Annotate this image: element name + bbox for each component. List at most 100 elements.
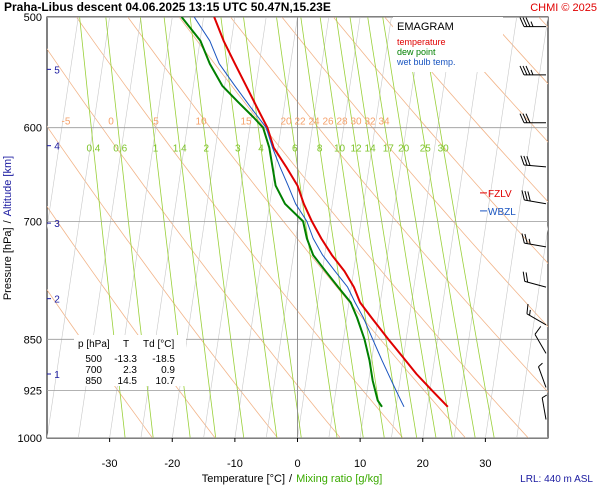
mixing-ratio-label: 20 <box>398 144 410 155</box>
wind-barb-feather <box>522 17 528 27</box>
altitude-tick-label: 4 <box>54 142 60 153</box>
mixing-ratio-label: 4 <box>258 144 264 155</box>
dry-adiabat-label: 5 <box>153 117 159 128</box>
y-axis-altitude: Altitude [km] <box>2 156 14 217</box>
wind-barb <box>534 326 547 354</box>
summary-row-2-p: 850 <box>85 376 102 387</box>
wind-barb-feather <box>525 113 531 123</box>
legend-background <box>393 17 503 72</box>
legend-title: EMAGRAM <box>397 21 454 33</box>
credit-text: CHMI © 2025 <box>530 2 597 14</box>
mixing-ratio-label: 3 <box>235 144 241 155</box>
wind-barb-half-feather <box>530 69 534 76</box>
x-axis-mixing: Mixing ratio [g/kg] <box>296 473 382 485</box>
altitude-tick-label: 5 <box>54 65 60 76</box>
summary-header-t: T <box>123 339 129 350</box>
temperature-tick-label: 10 <box>354 458 366 470</box>
wind-barb-staff <box>524 242 547 248</box>
wind-barb-staff <box>524 199 547 205</box>
wind-barb-half-feather <box>530 21 534 27</box>
temperature-tick-label: -10 <box>227 458 243 470</box>
wind-barb-half-feather <box>528 238 531 245</box>
wind-barb-half-feather <box>529 309 531 316</box>
wind-barb-staff <box>538 366 547 388</box>
dry-adiabat-label: -5 <box>62 117 71 128</box>
mixing-ratio-label: 30 <box>438 144 450 155</box>
temperature-tick-label: 20 <box>417 458 429 470</box>
mixing-ratio-line <box>163 17 217 438</box>
wind-barb-feather <box>520 155 525 166</box>
summary-row-1-p: 700 <box>85 365 102 376</box>
isotherm-line <box>234 17 298 438</box>
series-lines <box>180 17 449 408</box>
pressure-tick-label: 500 <box>24 12 42 24</box>
wind-barb-staff <box>526 313 547 326</box>
summary-row-1-t: 2.3 <box>123 365 137 376</box>
wbzl-label: WBZL <box>488 207 516 218</box>
summary-row-1-td: 0.9 <box>161 365 175 376</box>
mixing-ratio-line <box>300 17 364 438</box>
dry-adiabat-label: 30 <box>350 117 362 128</box>
mixing-ratio-label: 14 <box>365 144 377 155</box>
wind-barb-feather <box>525 17 531 27</box>
mixing-ratio-line <box>420 17 495 438</box>
level-markers: FZLV WBZL <box>480 189 516 218</box>
mixing-ratio-label: 0.6 <box>113 144 127 155</box>
wind-barb <box>526 303 547 326</box>
wind-barb <box>521 233 547 248</box>
wind-barb-feather <box>524 190 528 201</box>
mixing-ratio-line <box>319 17 385 438</box>
series-dew-point <box>180 17 383 408</box>
dry-adiabat-line <box>47 125 279 438</box>
wind-barb-staff <box>541 397 547 420</box>
mixing-ratio-label: 1 <box>153 144 159 155</box>
legend: EMAGRAM temperature dew point wet bulb t… <box>393 17 503 72</box>
dry-adiabat-label: 10 <box>195 117 207 128</box>
dry-adiabat-label: 26 <box>322 117 334 128</box>
wind-barb <box>538 362 547 388</box>
dry-adiabat-label: 15 <box>240 117 252 128</box>
wind-barb-feather <box>521 190 525 201</box>
dry-adiabat-label: 22 <box>294 117 306 128</box>
dry-adiabat-label: 34 <box>378 117 390 128</box>
wind-barb-feather <box>526 303 529 314</box>
summary-row-0-t: -13.3 <box>114 354 137 365</box>
temperature-tick-label: -20 <box>164 458 180 470</box>
dry-adiabat-line <box>230 17 548 393</box>
summary-table-background <box>74 335 186 386</box>
dry-adiabat-line <box>127 17 466 438</box>
altitude-tick-label: 1 <box>54 370 60 381</box>
wind-barb-feather <box>527 191 531 202</box>
mixing-ratio-line <box>403 17 476 438</box>
dry-adiabat-label: 32 <box>364 117 376 128</box>
mixing-ratio-label: 12 <box>350 144 362 155</box>
wind-barb-staff <box>524 280 547 288</box>
wind-barb-feather <box>522 271 526 282</box>
isotherm-line <box>47 17 110 438</box>
pressure-tick-label: 600 <box>24 123 42 135</box>
dry-adiabat-line <box>281 17 548 328</box>
wind-barb <box>521 190 547 205</box>
x-axis-title: Temperature [°C] / Mixing ratio [g/kg] <box>202 473 383 485</box>
legend-temperature: temperature <box>397 37 446 47</box>
isotherm-line <box>453 17 517 438</box>
isotherm-line <box>47 17 79 230</box>
isotherm-line <box>422 17 486 438</box>
chart-title: Praha-Libus descent 04.06.2025 13:15 UTC… <box>4 0 331 14</box>
summary-header-td: Td [°C] <box>143 339 174 350</box>
mixing-ratio-line <box>382 17 453 438</box>
isotherm-line <box>391 17 455 438</box>
wind-barb-feather <box>524 233 528 244</box>
wind-barb-feather <box>526 156 531 166</box>
wind-barb-feather <box>522 65 528 76</box>
mixing-ratio-label: 25 <box>420 144 432 155</box>
dry-adiabat-line <box>384 17 548 203</box>
summary-row-2-td: 10.7 <box>156 376 176 387</box>
wind-barb-half-feather <box>541 394 548 399</box>
wind-barb-feather <box>534 326 542 335</box>
summary-row-2-t: 14.5 <box>118 376 138 387</box>
isotherm-line <box>203 17 267 438</box>
